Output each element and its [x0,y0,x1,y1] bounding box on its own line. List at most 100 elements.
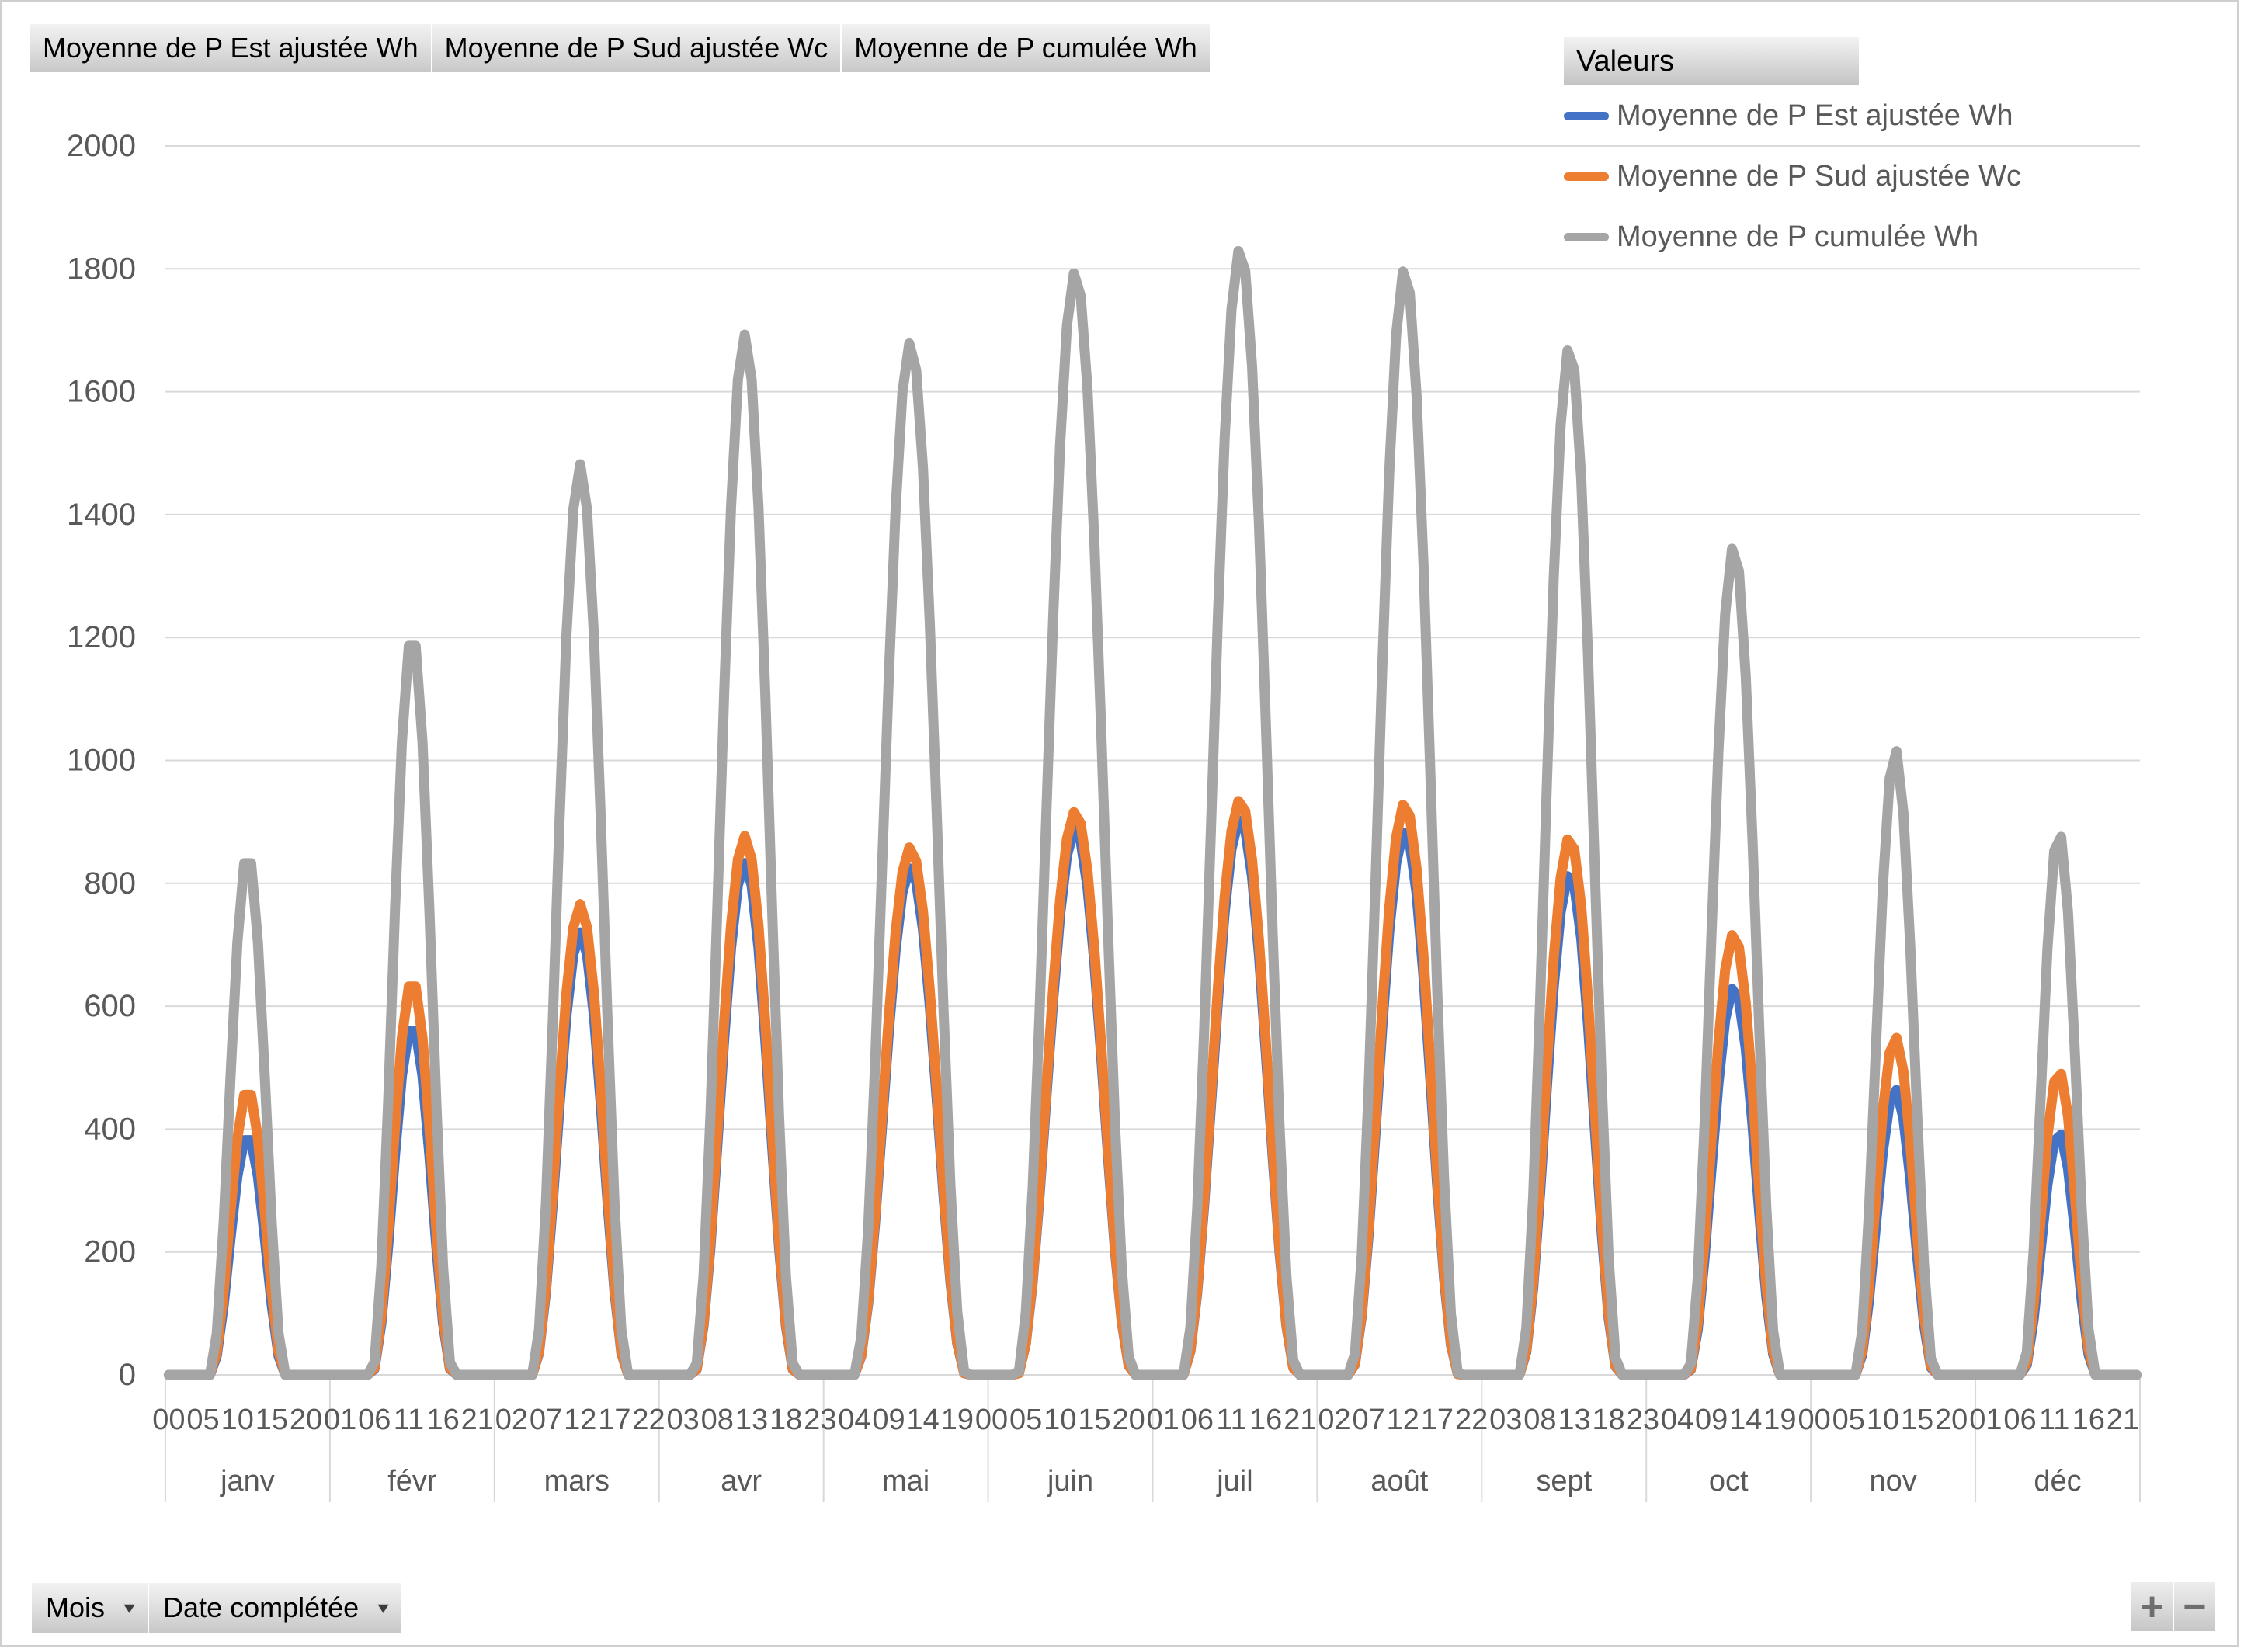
x-axis-hour-label: 19 [941,1404,974,1436]
x-axis-hour-label: 11 [1216,1404,1246,1436]
legend-label: Moyenne de P Est ajustée Wh [1617,99,2013,132]
x-axis-hour-label: 14 [1729,1404,1762,1436]
x-axis-hour-label: 03 [667,1404,700,1436]
x-axis-hour-label: 20 [1935,1404,1968,1436]
x-axis-month-label: oct [1709,1465,1749,1498]
series-line-est [163,814,2142,1380]
x-axis-hour-label: 13 [1558,1404,1590,1436]
x-axis-hour-label: 05 [1009,1404,1042,1436]
x-axis-hour-label: 17 [598,1404,630,1436]
x-axis-hour-label: 08 [1523,1404,1556,1436]
x-axis-hour-label: 22 [1455,1404,1488,1436]
x-axis-hour-label: 18 [1593,1404,1625,1436]
series-swatch-cumulee [1564,232,1609,241]
legend-item: Moyenne de P Sud ajustée Wc [1564,146,2021,206]
x-axis-hour-label: 13 [735,1404,768,1436]
x-axis-month-label: janv [220,1465,275,1498]
x-axis-hour-label: 10 [221,1404,254,1436]
dropdown-arrow-icon: ▾ [377,1598,389,1617]
field-button-p-cumulee[interactable]: Moyenne de P cumulée Wh [842,24,1211,72]
x-axis-hour-label: 00 [975,1404,1008,1436]
x-axis-hour-label: 05 [1832,1404,1865,1436]
axis-field-buttons: Mois ▾ Date complétée ▾ [32,1583,404,1633]
x-axis-hour-label: 18 [769,1404,802,1436]
x-axis-hour-label: 02 [1318,1404,1350,1436]
y-axis-tick-label: 600 [84,989,136,1023]
x-axis-month-label: déc [2034,1465,2081,1498]
legend-label: Moyenne de P Sud ajustée Wc [1617,159,2022,193]
collapse-minus-button[interactable]: − [2174,1582,2217,1631]
x-axis-hour-label: 19 [1763,1404,1796,1436]
y-axis-tick-label: 200 [84,1235,136,1269]
y-axis-tick-label: 1400 [67,498,136,532]
y-axis-tick-label: 800 [84,866,136,901]
dropdown-arrow-icon: ▾ [123,1598,135,1617]
x-axis-month-label: mars [544,1465,610,1498]
legend-field-button-valeurs[interactable]: Valeurs [1564,37,1859,85]
x-axis-hour-label: 09 [872,1404,905,1436]
x-axis-hour-label: 06 [358,1404,391,1436]
x-axis-hour-label: 20 [290,1404,322,1436]
x-axis-month-label: mai [882,1465,929,1498]
x-axis-hour-label: 06 [2003,1404,2036,1436]
legend-item: Moyenne de P Est ajustée Wh [1564,85,2021,146]
y-axis-tick-label: 0 [119,1358,136,1392]
drill-buttons: + − [2131,1582,2217,1631]
x-axis-hour-label: 23 [1627,1404,1659,1436]
y-axis-tick-label: 1000 [67,744,136,778]
x-axis-month-label: avr [721,1465,762,1498]
x-axis-hour-label: 12 [564,1404,596,1436]
x-axis-hour-label: 11 [2039,1404,2069,1436]
x-axis-hour-label: 04 [1661,1404,1693,1436]
x-axis-hour-label: 06 [1181,1404,1214,1436]
x-axis-hour-label: 21 [461,1404,494,1436]
x-axis-hour-label: 01 [1969,1404,2002,1436]
x-axis-hour-label: 16 [2072,1404,2105,1436]
x-axis-hour-label: 15 [255,1404,288,1436]
x-axis-hour-label: 00 [1798,1404,1830,1436]
value-field-buttons: Moyenne de P Est ajustée Wh Moyenne de P… [30,24,1211,72]
x-axis-hour-label: 09 [1695,1404,1728,1436]
field-button-p-est[interactable]: Moyenne de P Est ajustée Wh [30,24,432,72]
x-axis-month-label: févr [387,1465,437,1498]
x-axis-hour-label: 10 [1867,1404,1899,1436]
x-axis-hour-label: 17 [1421,1404,1454,1436]
x-axis-month-label: août [1370,1465,1428,1498]
x-axis-hour-label: 15 [1901,1404,1933,1436]
series-swatch-sud [1564,172,1609,181]
x-axis-hour-label: 05 [186,1404,219,1436]
chart-legend: Valeurs Moyenne de P Est ajustée Wh Moye… [1564,37,2021,267]
field-button-p-sud[interactable]: Moyenne de P Sud ajustée Wc [432,24,842,72]
x-axis-hour-label: 15 [1078,1404,1110,1436]
x-axis-month-label: juin [1047,1465,1093,1498]
x-axis-hour-label: 23 [804,1404,836,1436]
x-axis-hour-label: 10 [1044,1404,1076,1436]
x-axis-month-label: juil [1216,1465,1252,1498]
x-axis-hour-label: 01 [324,1404,356,1436]
x-axis-hour-label: 16 [426,1404,459,1436]
field-button-mois[interactable]: Mois ▾ [32,1583,150,1633]
legend-label: Moyenne de P cumulée Wh [1617,220,1979,253]
x-axis-hour-label: 20 [1112,1404,1145,1436]
x-axis-hour-label: 11 [394,1404,424,1436]
x-axis-hour-label: 12 [1387,1404,1419,1436]
x-axis-hour-label: 03 [1489,1404,1522,1436]
x-axis-hour-label: 07 [1353,1404,1385,1436]
x-axis-hour-label: 14 [907,1404,940,1436]
x-axis-hour-label: 07 [530,1404,562,1436]
x-axis-hour-label: 00 [152,1404,185,1436]
x-axis-hour-label: 08 [701,1404,734,1436]
legend-item: Moyenne de P cumulée Wh [1564,206,2021,267]
field-button-date-completee[interactable]: Date complétée ▾ [149,1583,404,1633]
x-axis-month-label: nov [1869,1465,1916,1498]
expand-plus-button[interactable]: + [2131,1582,2174,1631]
x-axis-hour-label: 04 [838,1404,870,1436]
series-line-cumulee [163,245,2142,1380]
x-axis-hour-label: 21 [1284,1404,1316,1436]
y-axis-tick-label: 1800 [67,252,136,286]
x-axis-hour-label: 21 [2107,1404,2139,1436]
x-axis-hour-label: 02 [495,1404,528,1436]
x-axis-hour-label: 16 [1249,1404,1282,1436]
